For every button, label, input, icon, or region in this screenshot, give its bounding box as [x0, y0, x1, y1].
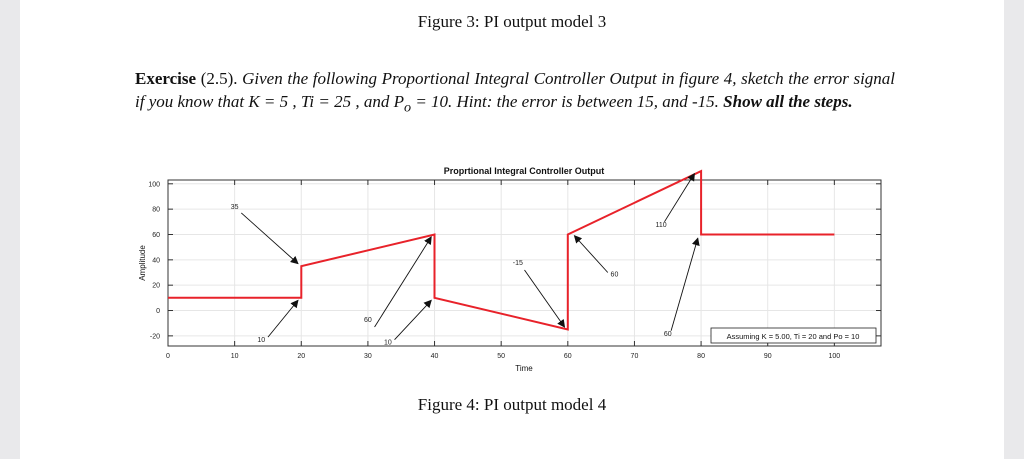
y-axis-label: Amplitude	[138, 245, 147, 281]
x-tick-label: 10	[231, 353, 239, 360]
annotation-label: 60	[664, 331, 672, 338]
x-tick-label: 80	[697, 353, 705, 360]
x-tick-label: 40	[431, 353, 439, 360]
x-tick-label: 90	[764, 353, 772, 360]
annotation-arrow	[664, 172, 695, 223]
x-tick-label: 100	[829, 353, 841, 360]
exercise-number: (2.5).	[200, 69, 238, 88]
annotation-label: 60	[611, 271, 619, 278]
y-tick-label: 40	[152, 257, 160, 264]
annotation-label: 60	[364, 317, 372, 324]
y-tick-label: -20	[150, 333, 160, 340]
x-tick-label: 70	[631, 353, 639, 360]
annotation-label: 10	[257, 337, 265, 344]
document-page: Figure 3: PI output model 3 Exercise (2.…	[20, 0, 1004, 459]
annotation-label: -15	[513, 260, 523, 267]
annotation-label: 35	[231, 204, 239, 211]
annotation-arrow	[573, 235, 609, 273]
exercise-label: Exercise	[135, 69, 197, 88]
chart-title: Proprtional Integral Controller Output	[444, 166, 605, 176]
annotation-arrow	[267, 299, 299, 338]
x-tick-label: 30	[364, 353, 372, 360]
chart-grid	[167, 180, 881, 346]
y-tick-label: 20	[152, 283, 160, 290]
x-axis-label: Time	[515, 364, 533, 373]
y-tick-label: 0	[156, 308, 160, 315]
annotation-arrow	[240, 212, 299, 265]
assumption-box: Assuming K = 5.00, Ti = 20 and Po = 10	[710, 327, 877, 344]
y-tick-label: 80	[152, 207, 160, 214]
exercise-body2: = 10. Hint: the error is between 15, and…	[411, 92, 719, 111]
figure3-caption: Figure 3: PI output model 3	[417, 12, 607, 31]
annotation-arrow	[374, 236, 432, 328]
y-tick-label: 100	[148, 181, 160, 188]
assumption-text: Assuming K = 5.00, Ti = 20 and Po = 10	[727, 332, 860, 341]
figure4-caption: Figure 4: PI output model 4	[417, 395, 607, 414]
x-tick-label: 50	[497, 353, 505, 360]
assumption-box-frame	[710, 327, 877, 344]
annotations: 35 10 60 10 -15 60 110 60	[231, 172, 700, 347]
axis-ticks: 0 10 20 30 40 50 60 70 80 90 100 -20 0 20 40 60 80 100	[148, 180, 881, 360]
exercise-emphasis: Show all the steps.	[723, 92, 853, 111]
plot-frame	[167, 179, 882, 347]
exercise-text: Exercise (2.5). Given the following Prop…	[135, 67, 895, 119]
x-tick-label: 60	[564, 353, 572, 360]
exercise-sub: o	[403, 99, 412, 116]
exercise-body: Given the following Proportional Integra…	[135, 69, 896, 111]
x-tick-label: 20	[297, 353, 305, 360]
annotation-arrow	[524, 269, 566, 328]
annotation-label: 110	[656, 222, 667, 229]
series-line	[168, 169, 835, 331]
y-tick-label: 60	[152, 232, 160, 239]
x-tick-label: 0	[166, 353, 170, 360]
annotation-arrow	[670, 237, 700, 331]
annotation-arrow	[394, 299, 432, 340]
annotation-label: 10	[384, 340, 392, 347]
